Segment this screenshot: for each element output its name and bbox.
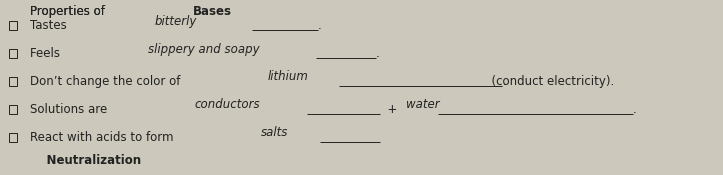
Text: Properties of: Properties of	[30, 5, 109, 18]
Text: (conduct electricity).: (conduct electricity).	[484, 75, 614, 88]
Text: Properties of: Properties of	[30, 5, 109, 18]
Text: salts: salts	[261, 127, 288, 139]
Text: Feels: Feels	[30, 47, 64, 60]
Bar	[9, 78, 17, 86]
Text: React with acids to form: React with acids to form	[30, 131, 178, 144]
Bar	[9, 106, 17, 114]
Text: Bases: Bases	[192, 5, 231, 18]
Text: Solutions are: Solutions are	[30, 103, 111, 116]
Text: conductors: conductors	[195, 99, 260, 111]
Text: slippery and soapy: slippery and soapy	[147, 43, 260, 55]
Text: .: .	[633, 103, 636, 116]
Text: water: water	[406, 99, 440, 111]
Text: Don’t change the color of: Don’t change the color of	[30, 75, 184, 88]
Text: Neutralization: Neutralization	[30, 154, 142, 167]
Text: .: .	[376, 47, 380, 60]
Bar	[9, 22, 17, 30]
Text: lithium: lithium	[268, 71, 309, 83]
Bar	[9, 134, 17, 142]
Bar	[9, 50, 17, 58]
Text: Tastes: Tastes	[30, 19, 71, 32]
Text: .: .	[318, 19, 322, 32]
Text: +: +	[380, 103, 401, 116]
Text: bitterly: bitterly	[155, 15, 197, 27]
Text: .: .	[502, 75, 506, 88]
